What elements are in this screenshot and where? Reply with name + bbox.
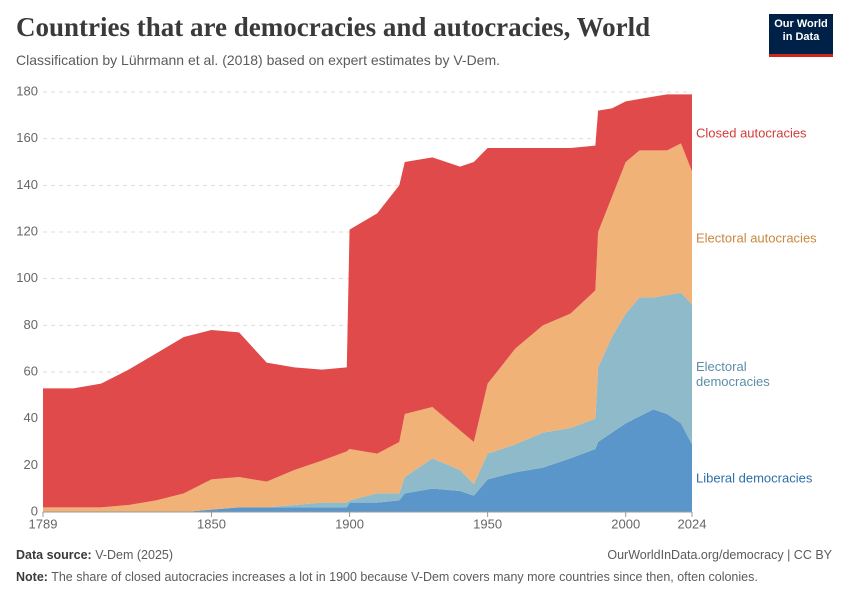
y-tick-label: 0 [31, 503, 38, 518]
area [43, 292, 692, 512]
y-tick-label: 160 [16, 130, 38, 145]
x-tick-label: 2000 [611, 516, 640, 531]
note-text: The share of closed autocracies increase… [51, 570, 758, 584]
area [43, 143, 692, 513]
source-label: Data source: [16, 548, 92, 562]
area [43, 409, 692, 512]
note: Note: The share of closed autocracies in… [16, 570, 758, 584]
y-tick-label: 80 [24, 317, 38, 332]
series-label[interactable]: Liberal democracies [696, 470, 813, 486]
logo[interactable]: Our World in Data [769, 14, 833, 57]
note-label: Note: [16, 570, 48, 584]
x-tick-label: 1789 [29, 516, 58, 531]
chart-subtitle: Classification by Lührmann et al. (2018)… [16, 52, 501, 68]
x-tick-label: 1850 [197, 516, 226, 531]
y-tick-label: 140 [16, 177, 38, 192]
x-tick-label: 2024 [678, 516, 707, 531]
source-text: V-Dem (2025) [95, 548, 174, 562]
y-tick-label: 120 [16, 223, 38, 238]
area [43, 94, 692, 508]
series-label[interactable]: Closed autocracies [696, 125, 807, 141]
chart-title: Countries that are democracies and autoc… [16, 12, 651, 42]
y-tick-label: 60 [24, 363, 38, 378]
series-label[interactable]: Electoral autocracies [696, 230, 817, 246]
y-tick-label: 20 [24, 457, 38, 472]
logo-text: Our World in Data [774, 18, 828, 43]
y-tick-label: 100 [16, 270, 38, 285]
series-label[interactable]: Electoral democracies [696, 359, 770, 390]
url[interactable]: OurWorldInData.org/democracy | CC BY [607, 548, 832, 562]
x-tick-label: 1950 [473, 516, 502, 531]
y-tick-label: 40 [24, 410, 38, 425]
x-tick-label: 1900 [335, 516, 364, 531]
source: Data source: V-Dem (2025) [16, 548, 173, 562]
y-tick-label: 180 [16, 83, 38, 98]
